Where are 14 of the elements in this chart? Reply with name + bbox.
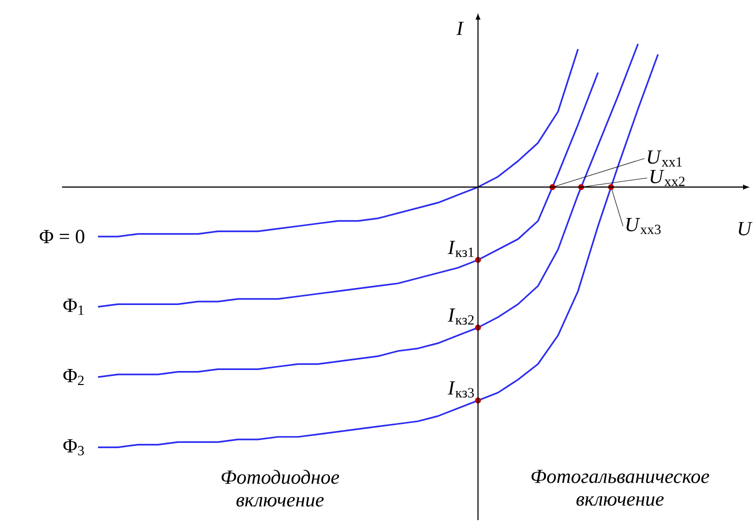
annotation: U$_{хх3}$ [626, 218, 661, 234]
text: Фотодиодное включение [222, 470, 340, 507]
series-label: Φ$_{2}$ [63, 368, 84, 385]
annotation: I$_{кз3}$ [448, 381, 474, 398]
series-label: Φ$_{1}$ [63, 298, 84, 315]
series-label: Φ = 0 [40, 230, 84, 244]
annotation: U$_{хх2}$ [650, 170, 685, 186]
x-axis-title: U [738, 222, 752, 236]
series-label: Φ$_{3}$ [63, 439, 84, 456]
annotation: I$_{кз1}$ [448, 240, 474, 257]
annotation: U$_{хх1}$ [648, 150, 682, 166]
y-axis-title: I [456, 22, 464, 35]
annotation: I$_{кз2}$ [448, 308, 474, 325]
text: Фотогальваническое включение [532, 470, 710, 506]
